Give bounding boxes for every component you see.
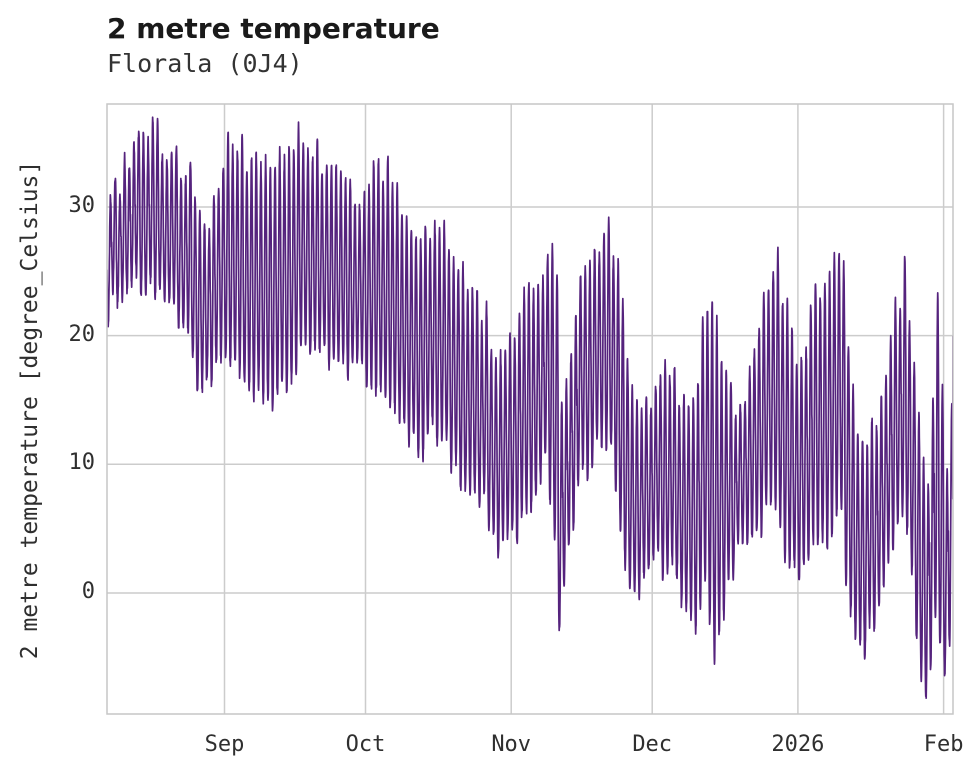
x-tick-label-sep: Sep <box>204 732 245 757</box>
x-tick-label-feb: Feb <box>923 732 964 757</box>
y-tick-label-0: 0 <box>81 579 95 605</box>
y-tick-label-10: 10 <box>68 450 96 476</box>
chart-subtitle: Florala (0J4) <box>107 49 303 78</box>
x-tick-label-nov: Nov <box>491 732 532 757</box>
temperature-series-line <box>107 116 953 700</box>
x-tick-label-dec: Dec <box>632 732 673 757</box>
x-tick-label-2026: 2026 <box>771 732 825 757</box>
y-tick-label-30: 30 <box>68 192 96 218</box>
y-tick-label-20: 20 <box>68 321 96 347</box>
plot-border <box>106 103 954 715</box>
chart-title: 2 metre temperature <box>107 12 440 45</box>
x-tick-label-oct: Oct <box>345 732 386 757</box>
